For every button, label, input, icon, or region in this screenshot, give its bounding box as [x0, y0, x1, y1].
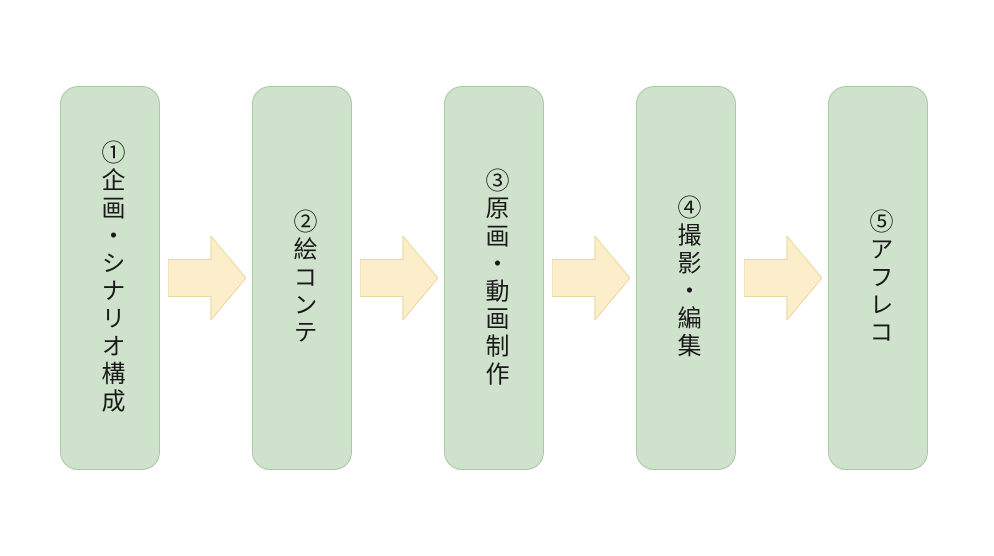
- step-label-1: ①企画・シナリオ構成: [98, 140, 122, 416]
- step-label-2: ②絵コンテ: [290, 209, 314, 347]
- step-box-4: ④撮影・編集: [636, 86, 736, 470]
- arrow-3: [552, 236, 630, 320]
- flowchart-canvas: ①企画・シナリオ構成 ②絵コンテ ③原画・動画制作 ④撮影・編集 ⑤アフレコ: [0, 0, 994, 556]
- arrow-4: [744, 236, 822, 320]
- arrow-2: [360, 236, 438, 320]
- step-box-3: ③原画・動画制作: [444, 86, 544, 470]
- step-label-4: ④撮影・編集: [674, 195, 698, 361]
- step-box-1: ①企画・シナリオ構成: [60, 86, 160, 470]
- arrow-1: [168, 236, 246, 320]
- step-label-5: ⑤アフレコ: [866, 209, 890, 347]
- step-box-5: ⑤アフレコ: [828, 86, 928, 470]
- step-label-3: ③原画・動画制作: [482, 168, 506, 389]
- step-box-2: ②絵コンテ: [252, 86, 352, 470]
